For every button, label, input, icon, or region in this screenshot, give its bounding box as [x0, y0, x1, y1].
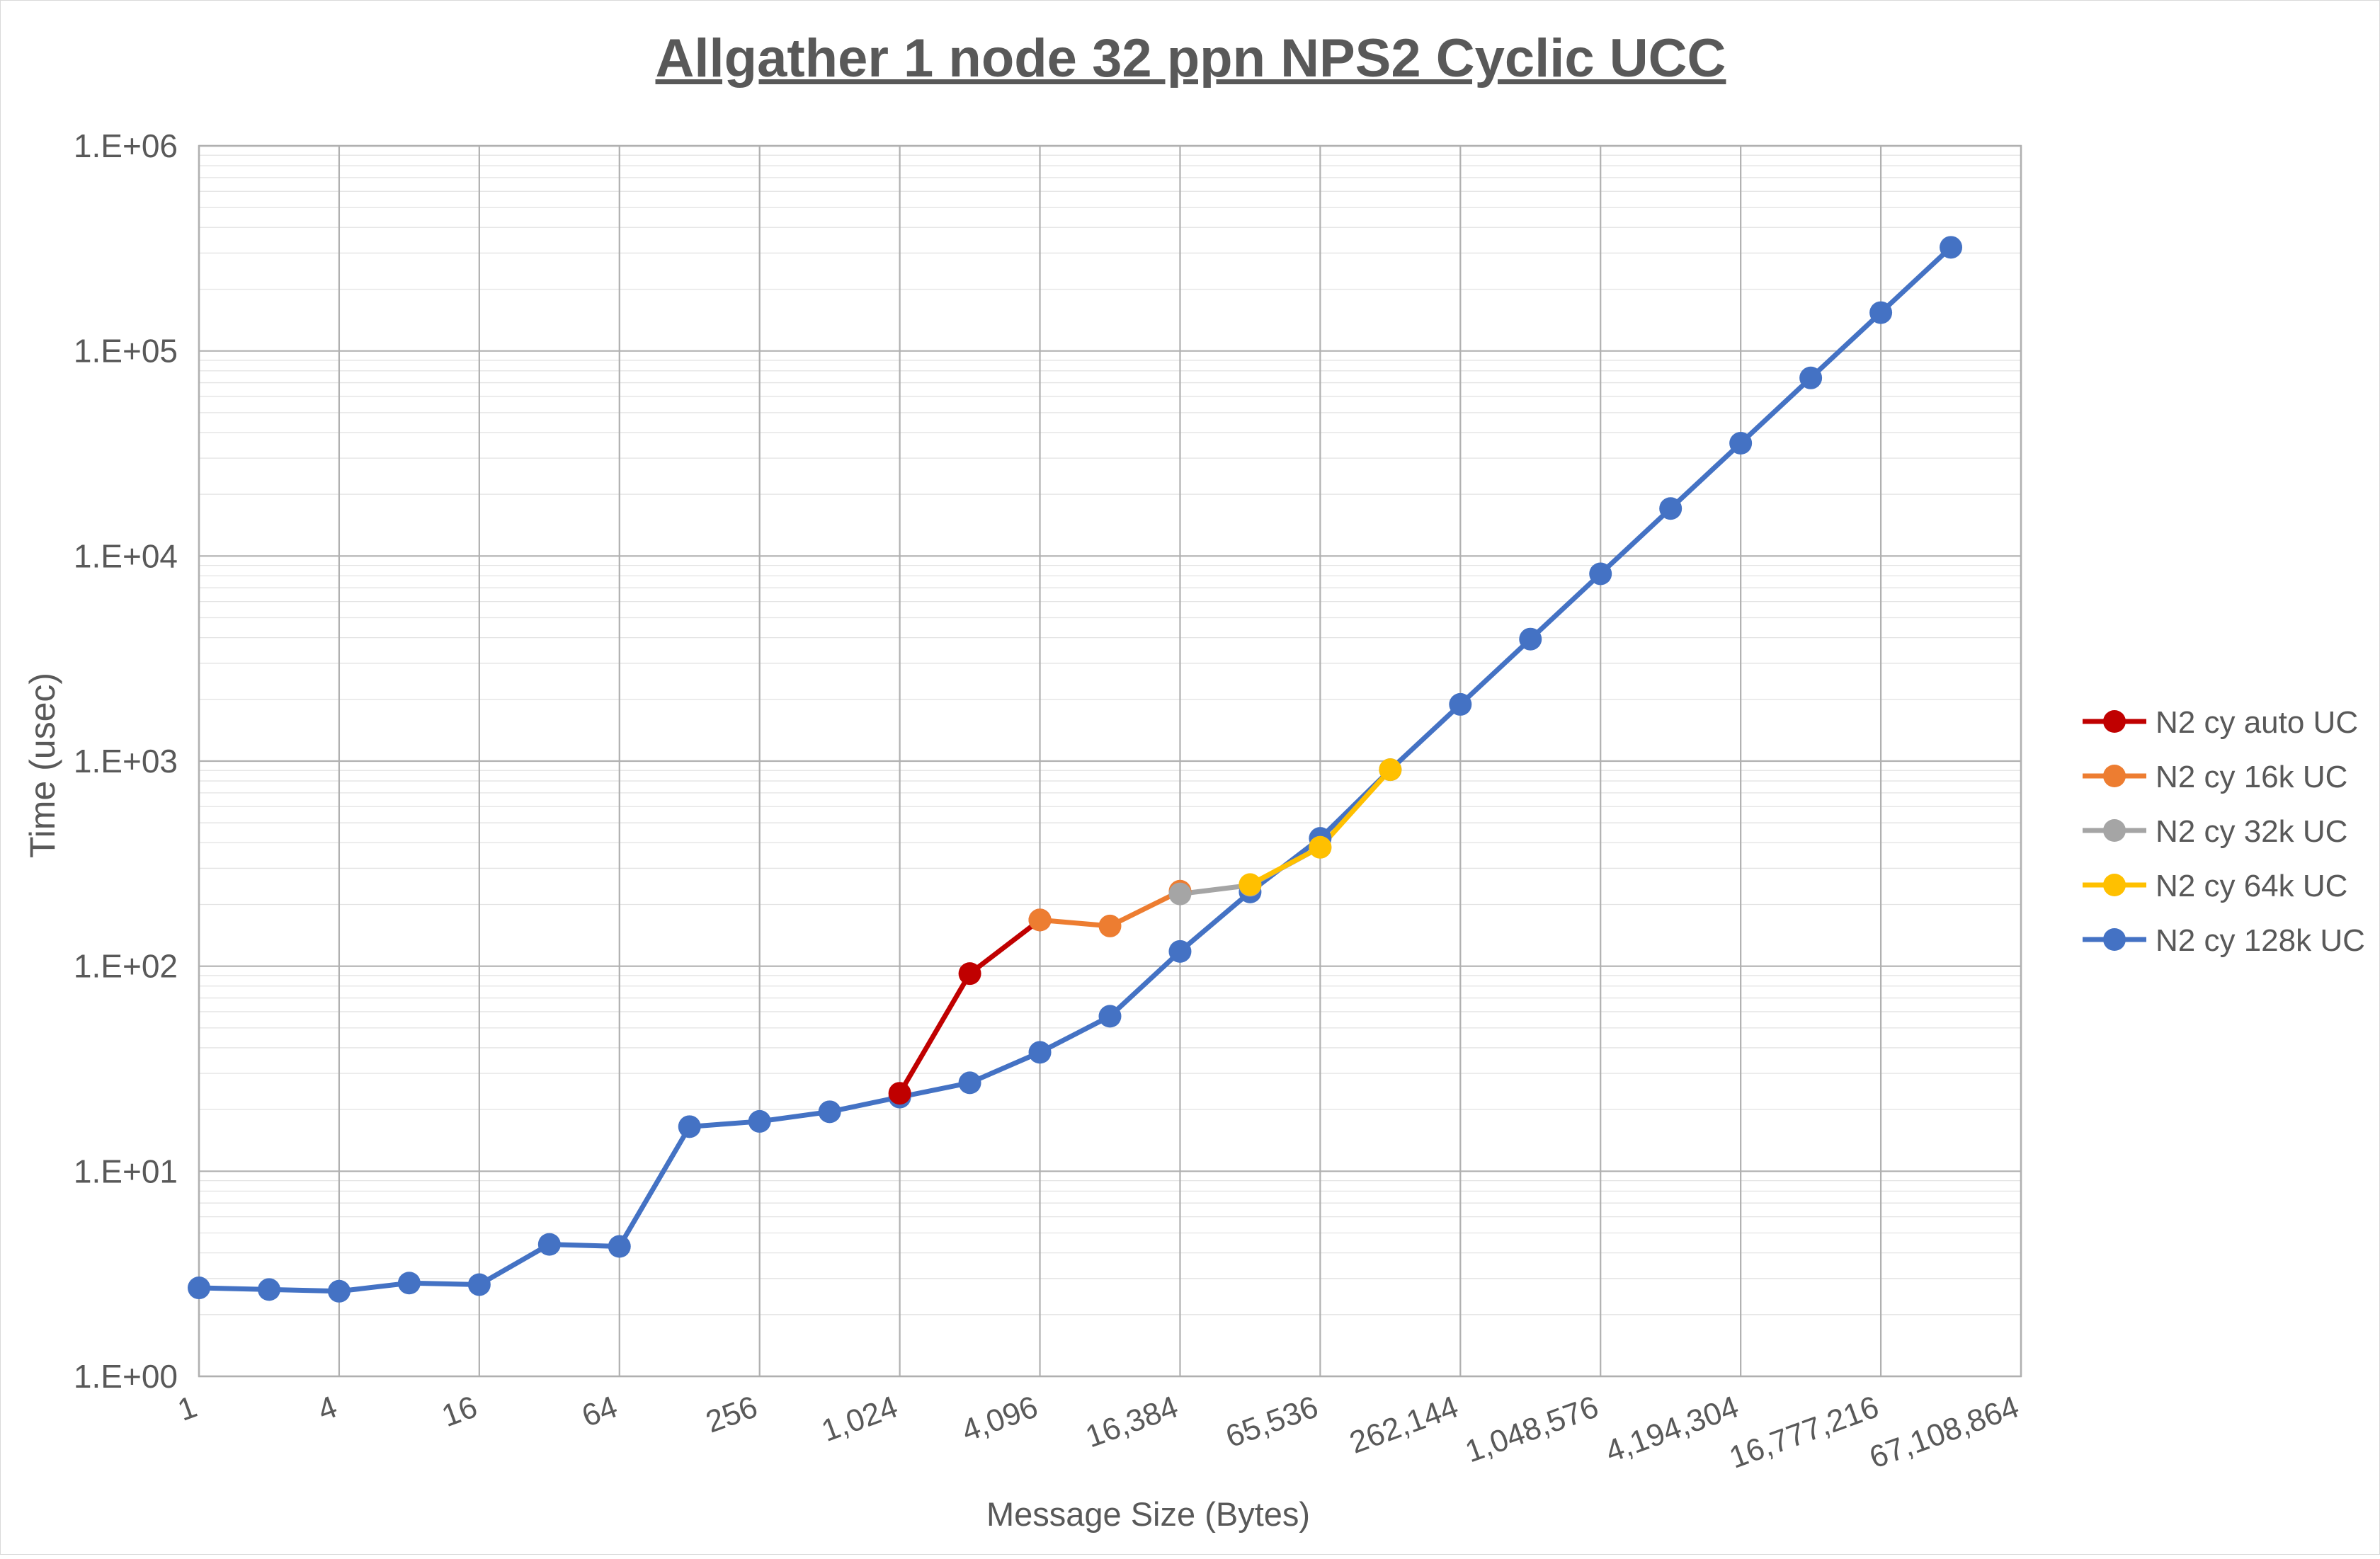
svg-text:1,048,576: 1,048,576	[1461, 1389, 1603, 1469]
svg-text:N2 cy auto UC: N2 cy auto UC	[2156, 705, 2358, 740]
svg-text:1: 1	[173, 1389, 202, 1427]
svg-text:67,108,864: 67,108,864	[1865, 1389, 2024, 1475]
svg-text:1.E+05: 1.E+05	[74, 333, 178, 370]
svg-text:N2 cy 32k UC: N2 cy 32k UC	[2156, 814, 2347, 849]
svg-text:1.E+02: 1.E+02	[74, 948, 178, 985]
svg-text:256: 256	[701, 1389, 762, 1439]
svg-text:64: 64	[577, 1389, 622, 1434]
svg-text:4,194,304: 4,194,304	[1601, 1389, 1743, 1469]
svg-text:1.E+06: 1.E+06	[74, 127, 178, 164]
svg-text:16,777,216: 16,777,216	[1725, 1389, 1884, 1475]
svg-text:1.E+01: 1.E+01	[74, 1153, 178, 1189]
svg-text:1.E+04: 1.E+04	[74, 537, 178, 574]
svg-text:262,144: 262,144	[1345, 1389, 1463, 1460]
svg-text:1.E+00: 1.E+00	[74, 1358, 178, 1395]
svg-text:N2 cy 128k UC: N2 cy 128k UC	[2156, 923, 2365, 958]
svg-text:1.E+03: 1.E+03	[74, 743, 178, 780]
svg-text:4: 4	[314, 1389, 342, 1427]
svg-text:16,384: 16,384	[1081, 1389, 1183, 1454]
svg-text:N2 cy 16k UC: N2 cy 16k UC	[2156, 760, 2347, 794]
svg-text:4,096: 4,096	[957, 1389, 1042, 1449]
svg-text:N2 cy 64k UC: N2 cy 64k UC	[2156, 869, 2347, 903]
svg-text:1,024: 1,024	[817, 1389, 902, 1449]
svg-text:16: 16	[438, 1389, 482, 1434]
svg-text:65,536: 65,536	[1222, 1389, 1323, 1454]
